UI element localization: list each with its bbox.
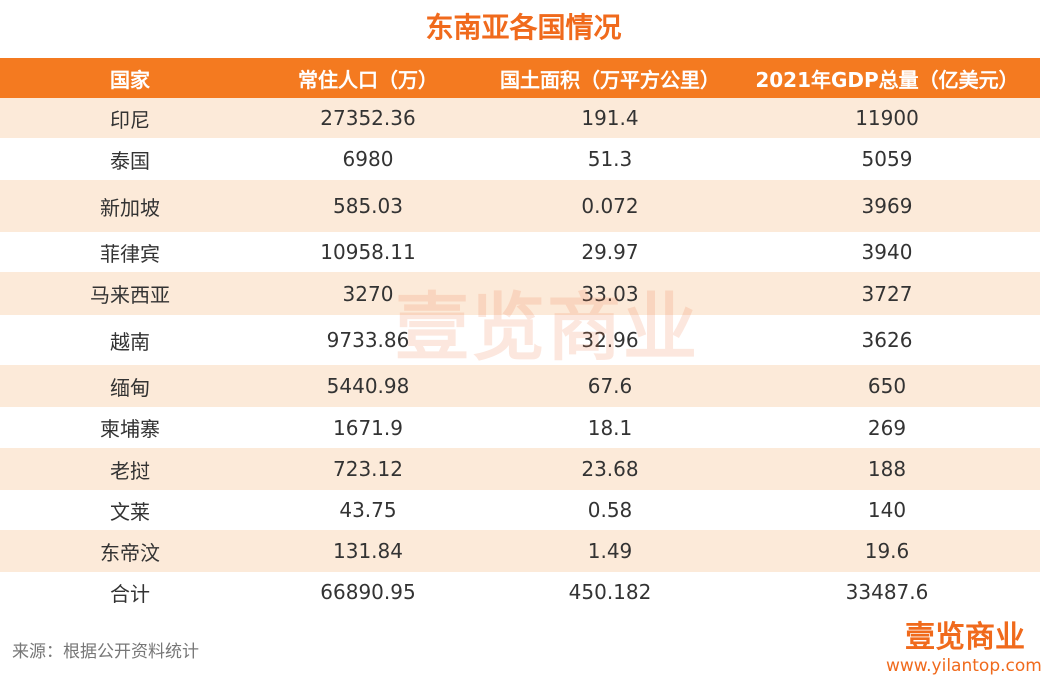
cell: 1671.9 <box>333 415 403 440</box>
cell: 32.96 <box>581 328 639 352</box>
cell: 0.58 <box>587 498 633 522</box>
logo: 壹览商业 <box>905 620 1025 655</box>
cell: 723.12 <box>333 457 403 481</box>
cell: 29.97 <box>581 240 639 264</box>
url: www.yilantop.com <box>886 656 1042 676</box>
cell: 1.49 <box>587 539 633 563</box>
table-row: 马来西亚 3270 33.03 3727 <box>0 272 1040 315</box>
cell: 文莱 <box>110 499 150 524</box>
cell: 越南 <box>110 329 150 354</box>
cell: 33487.6 <box>845 580 929 604</box>
cell: 6980 <box>342 147 394 171</box>
cell: 269 <box>867 415 907 440</box>
table-row: 文莱 43.75 0.58 140 <box>0 490 1040 530</box>
cell: 马来西亚 <box>90 283 170 307</box>
table-row: 新加坡 585.03 0.072 3969 <box>0 180 1040 232</box>
cell: 东帝汶 <box>100 540 160 565</box>
cell: 33.03 <box>581 281 639 306</box>
table-row: 合计 66890.95 450.182 33487.6 <box>0 572 1040 612</box>
cell: 柬埔寨 <box>100 417 160 441</box>
cell: 3270 <box>342 281 394 306</box>
cell: 18.1 <box>587 415 633 440</box>
cell: 43.75 <box>339 498 397 522</box>
table-row: 东帝汶 131.84 1.49 19.6 <box>0 530 1040 572</box>
cell: 常住人口（万） <box>298 67 438 92</box>
table-row: 越南 9733.86 32.96 3626 <box>0 315 1040 365</box>
cell: 585.03 <box>333 194 403 218</box>
cell: 3940 <box>861 240 913 264</box>
table-row: 柬埔寨 1671.9 18.1 269 <box>0 407 1040 448</box>
cell: 国土面积（万平方公里） <box>500 67 720 92</box>
cell: 0.072 <box>581 194 639 218</box>
table-row: 印尼 27352.36 191.4 11900 <box>0 98 1040 138</box>
cell: 66890.95 <box>320 580 416 604</box>
cell: 5440.98 <box>326 374 410 398</box>
cell: 9733.86 <box>326 328 410 352</box>
cell: 19.6 <box>864 539 910 563</box>
table-row: 老挝 723.12 23.68 188 <box>0 448 1040 490</box>
cell: 缅甸 <box>110 375 150 400</box>
cell: 菲律宾 <box>100 241 160 266</box>
cell: 650 <box>867 374 907 398</box>
source-note: 来源：根据公开资料统计 <box>12 642 199 662</box>
cell: 5059 <box>861 147 913 171</box>
cell: 新加坡 <box>100 195 160 220</box>
cell: 450.182 <box>568 580 652 604</box>
cell: 印尼 <box>110 107 150 132</box>
table-row: 泰国 6980 51.3 5059 <box>0 138 1040 180</box>
table-row: 缅甸 5440.98 67.6 650 <box>0 365 1040 407</box>
cell: 3969 <box>861 194 913 218</box>
cell: 10958.11 <box>320 240 416 264</box>
watermark: 壹览商业 <box>395 285 699 371</box>
cell: 188 <box>867 457 907 481</box>
title: 东南亚各国情况 <box>425 11 622 44</box>
cell: 131.84 <box>333 539 403 563</box>
cell: 51.3 <box>587 147 633 171</box>
header-row: 国家 常住人口（万） 国土面积（万平方公里） 2021年GDP总量（亿美元） <box>0 58 1040 98</box>
cell: 140 <box>867 498 907 522</box>
cell: 泰国 <box>110 148 150 173</box>
cell: 合计 <box>110 581 150 606</box>
cell: 3727 <box>861 281 913 306</box>
cell: 191.4 <box>581 106 639 130</box>
cell: 老挝 <box>110 458 150 483</box>
cell: 2021年GDP总量（亿美元） <box>755 67 1019 92</box>
cell: 11900 <box>855 106 919 130</box>
cell: 27352.36 <box>320 106 416 130</box>
cell: 国家 <box>110 67 150 92</box>
cell: 23.68 <box>581 457 639 481</box>
cell: 67.6 <box>587 374 633 398</box>
table-row: 菲律宾 10958.11 29.97 3940 <box>0 232 1040 272</box>
cell: 3626 <box>861 328 913 352</box>
